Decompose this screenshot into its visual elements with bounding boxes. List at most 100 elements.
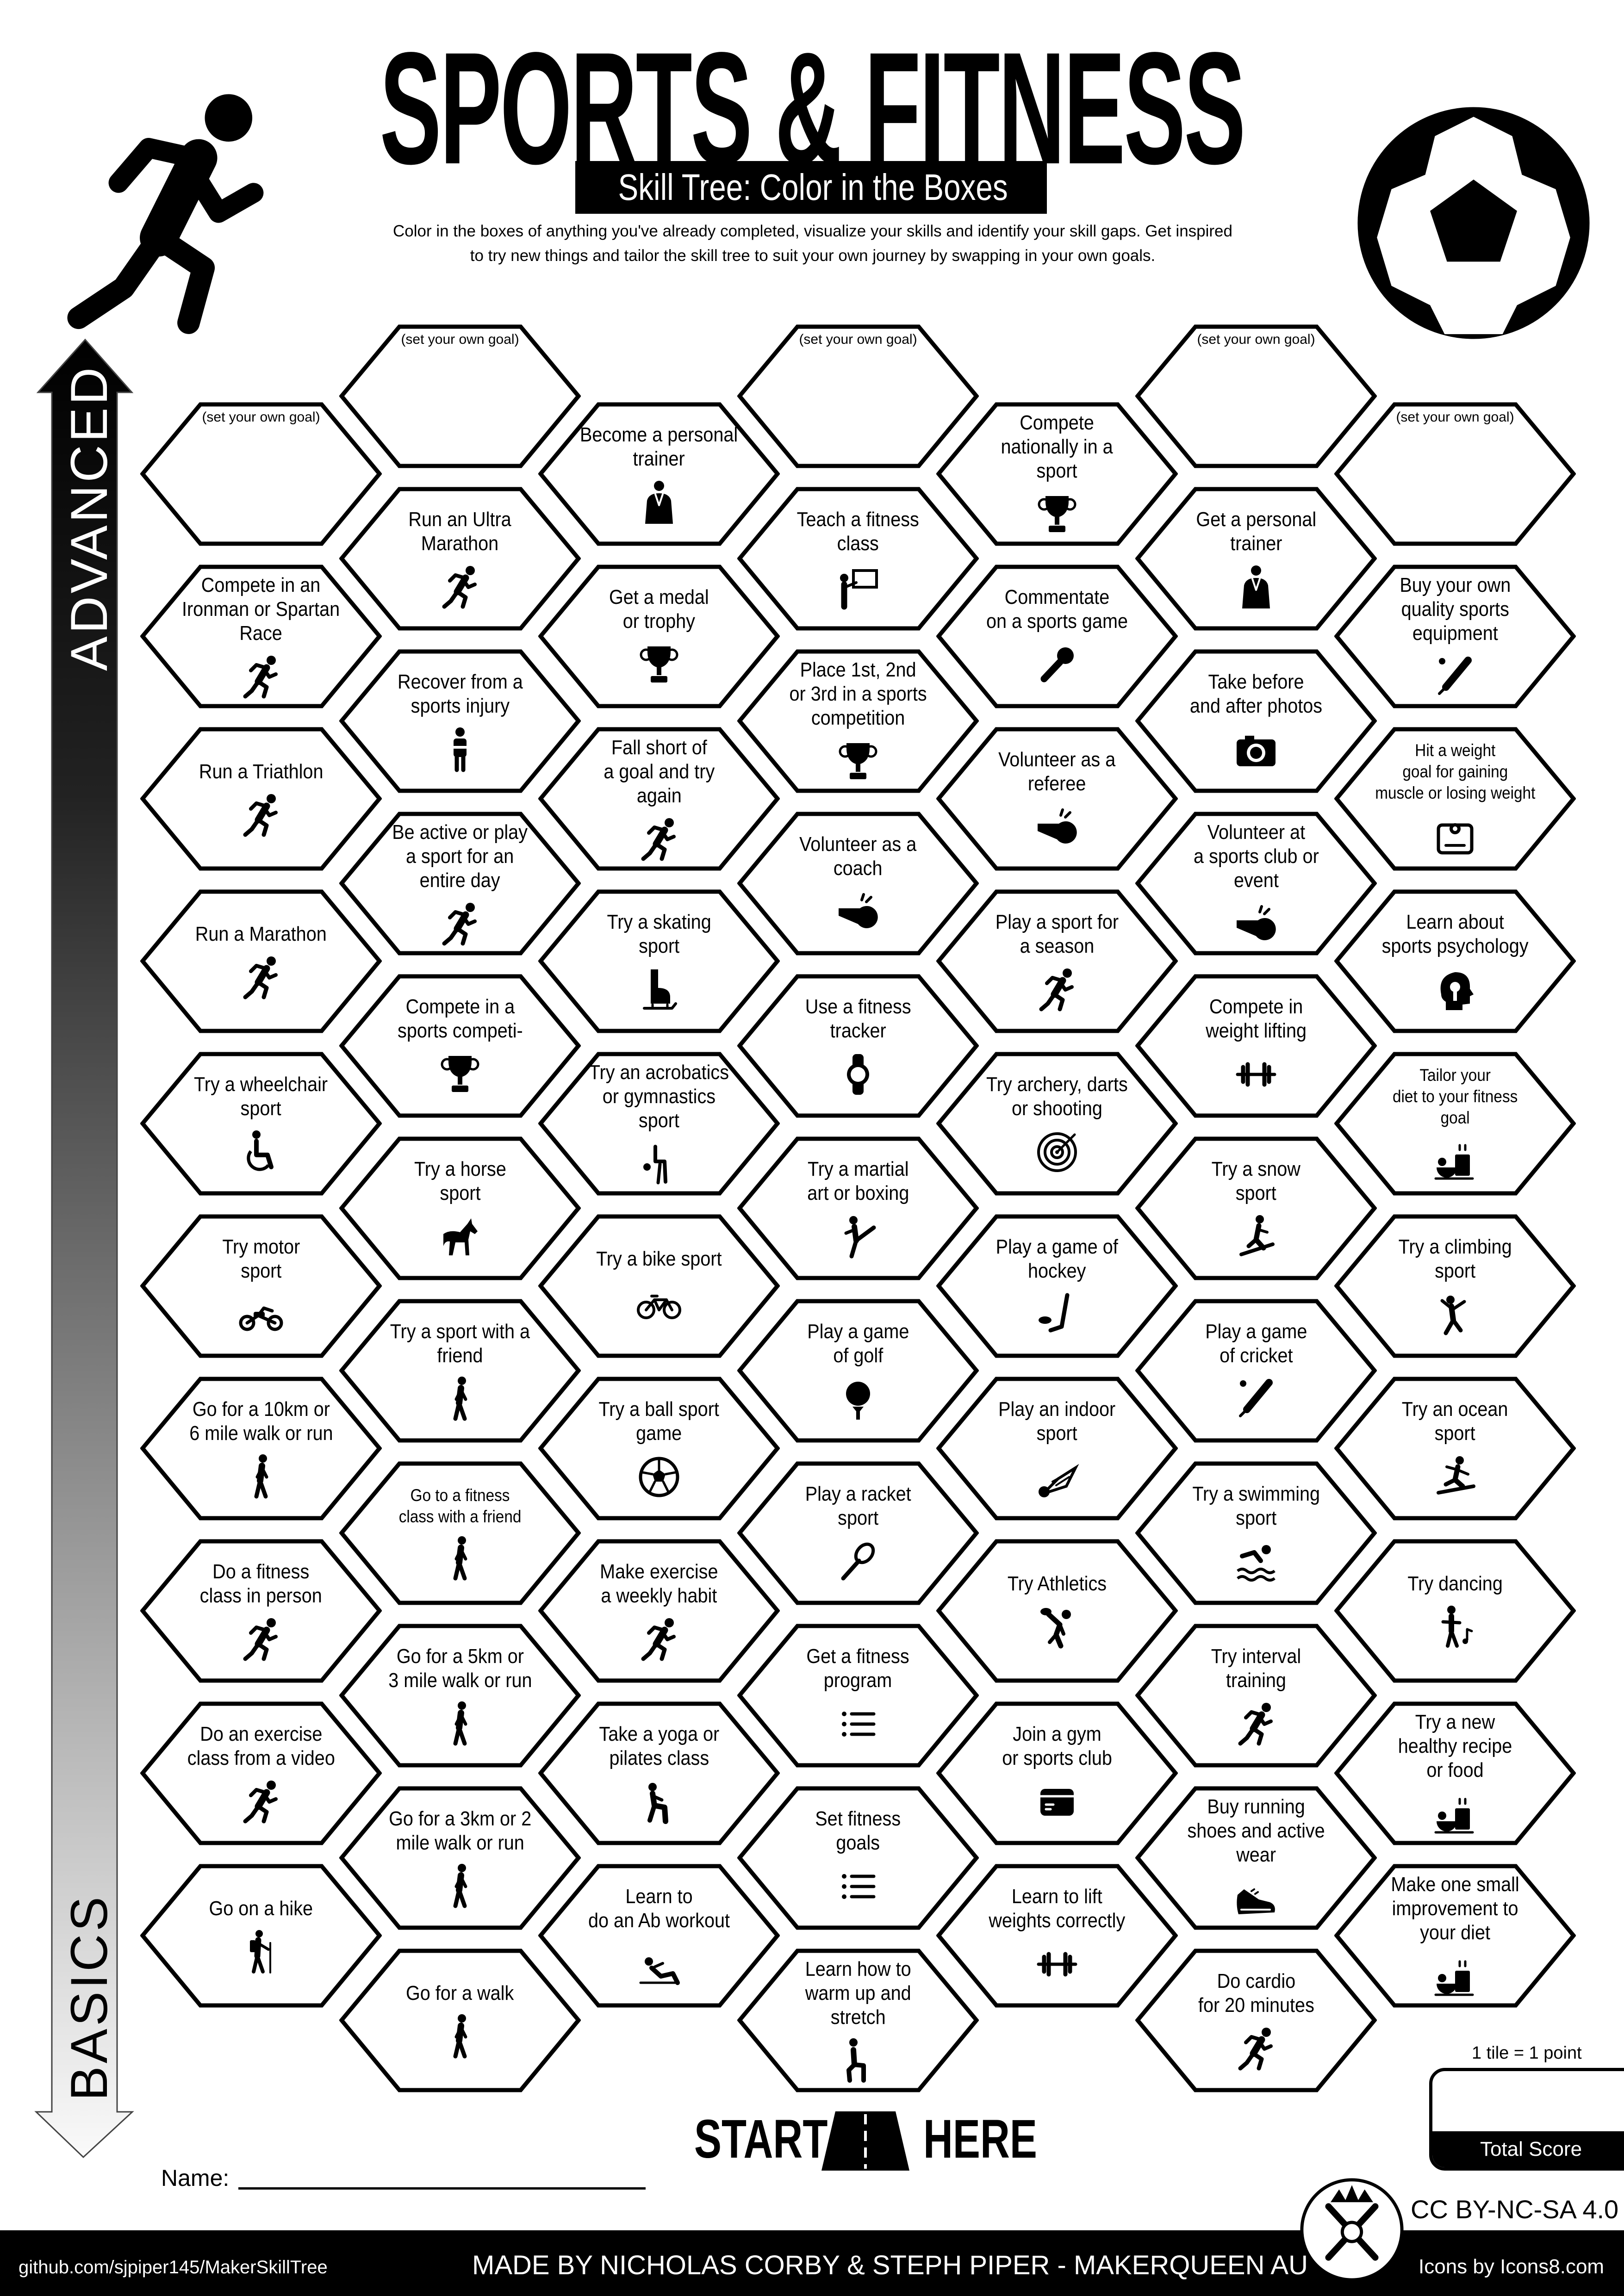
- skill-hex[interactable]: Play a sport for a season: [936, 889, 1178, 1033]
- skill-hex[interactable]: Volunteer as a coach: [737, 812, 979, 956]
- hex-content: Teach a fitness class: [737, 487, 979, 631]
- skill-hex[interactable]: Try a skating sport: [538, 889, 780, 1033]
- skill-hex[interactable]: Try an ocean sport: [1334, 1377, 1576, 1520]
- skill-hex[interactable]: Try a ball sport game: [538, 1377, 780, 1520]
- skill-hex[interactable]: Tailor your diet to your fitness goal: [1334, 1052, 1576, 1196]
- skill-label: Go for a walk: [406, 1981, 514, 2004]
- skill-hex[interactable]: Try archery, darts or shooting: [936, 1052, 1178, 1196]
- skill-label: Teach a fitness class: [796, 508, 920, 555]
- skill-hex[interactable]: Try a martial art or boxing: [737, 1136, 979, 1280]
- racket-icon: [841, 1542, 875, 1580]
- skill-hex[interactable]: Do cardio for 20 minutes: [1135, 1948, 1377, 2092]
- surfer-icon: [1437, 1456, 1475, 1495]
- hex-content: Try a horse sport: [339, 1136, 581, 1280]
- custom-goal-hex[interactable]: (set your own goal): [737, 324, 979, 468]
- custom-goal-hex[interactable]: (set your own goal): [1135, 324, 1377, 468]
- hex-content: Make exercise a weekly habit: [538, 1539, 780, 1683]
- skill-hex[interactable]: Recover from a sports injury: [339, 649, 581, 793]
- skill-hex[interactable]: Play an indoor sport: [936, 1377, 1178, 1520]
- custom-goal-hex[interactable]: (set your own goal): [339, 324, 581, 468]
- skill-hex[interactable]: Buy your own quality sports equipment: [1334, 565, 1576, 708]
- skill-hex[interactable]: Take before and after photos: [1135, 649, 1377, 793]
- skill-hex[interactable]: Learn how to warm up and stretch: [737, 1948, 979, 2092]
- skill-hex[interactable]: Compete nationally in a sport: [936, 402, 1178, 546]
- skill-hex[interactable]: Take a yoga or pilates class: [538, 1701, 780, 1845]
- skate-icon: [643, 969, 677, 1010]
- skill-hex[interactable]: Run a Triathlon: [140, 727, 382, 871]
- skill-hex[interactable]: Join a gym or sports club: [936, 1701, 1178, 1845]
- credits-text: MADE BY NICHOLAS CORBY & STEPH PIPER - M…: [472, 2250, 1308, 2280]
- github-link[interactable]: github.com/sjpiper145/MakerSkillTree: [19, 2257, 328, 2277]
- skill-hex[interactable]: Run an Ultra Marathon: [339, 487, 581, 631]
- skill-hex[interactable]: Go for a 3km or 2 mile walk or run: [339, 1786, 581, 1930]
- skill-hex[interactable]: Volunteer as a referee: [936, 727, 1178, 871]
- skill-hex[interactable]: Teach a fitness class: [737, 487, 979, 631]
- skill-hex[interactable]: Become a personal trainer: [538, 402, 780, 546]
- hex-content: Volunteer at a sports club or event: [1135, 812, 1377, 956]
- skill-hex[interactable]: Hit a weight goal for gaining muscle or …: [1334, 727, 1576, 871]
- skill-hex[interactable]: Go on a hike: [140, 1864, 382, 2008]
- skill-hex[interactable]: Try a snow sport: [1135, 1136, 1377, 1280]
- skill-hex[interactable]: Try a climbing sport: [1334, 1214, 1576, 1358]
- skill-hex[interactable]: Play a game of hockey: [936, 1214, 1178, 1358]
- skill-hex[interactable]: Learn to lift weights correctly: [936, 1864, 1178, 2008]
- skill-hex[interactable]: Compete in weight lifting: [1135, 974, 1377, 1118]
- skill-hex[interactable]: Place 1st, 2nd or 3rd in a sports compet…: [737, 649, 979, 793]
- skill-hex[interactable]: Get a medal or trophy: [538, 565, 780, 708]
- skill-hex[interactable]: Use a fitness tracker: [737, 974, 979, 1118]
- skill-hex[interactable]: Run a Marathon: [140, 889, 382, 1033]
- skill-hex[interactable]: Volunteer at a sports club or event: [1135, 812, 1377, 956]
- skill-hex[interactable]: Try Athletics: [936, 1539, 1178, 1683]
- skill-hex[interactable]: Do a fitness class in person: [140, 1539, 382, 1683]
- skill-hex[interactable]: Try a sport with a friend: [339, 1299, 581, 1443]
- skill-hex[interactable]: Try a horse sport: [339, 1136, 581, 1280]
- runner-icon: [442, 902, 477, 945]
- skill-label: Take a yoga or pilates class: [599, 1722, 719, 1769]
- skill-label: Try a new healthy recipe or food: [1398, 1710, 1512, 1781]
- hex-outline: [339, 812, 581, 956]
- hex-outline: [538, 565, 780, 708]
- custom-goal-hex[interactable]: (set your own goal): [140, 402, 382, 546]
- skill-label: Fall short of a goal and try again: [604, 736, 715, 807]
- skill-hex[interactable]: Fall short of a goal and try again: [538, 727, 780, 871]
- name-field[interactable]: [238, 2187, 646, 2190]
- hex-content: Go for a walk: [339, 1948, 581, 2092]
- skill-hex[interactable]: Play a game of cricket: [1135, 1299, 1377, 1443]
- skill-label: Volunteer as a coach: [799, 832, 917, 880]
- skill-hex[interactable]: Set fitness goals: [737, 1786, 979, 1930]
- skill-hex[interactable]: Be active or play a sport for an entire …: [339, 812, 581, 956]
- skill-hex[interactable]: Go for a 10km or 6 mile walk or run: [140, 1377, 382, 1520]
- skill-hex[interactable]: Try motor sport: [140, 1214, 382, 1358]
- camera-icon: [1237, 735, 1276, 766]
- skill-hex[interactable]: Compete in an Ironman or Spartan Race: [140, 565, 382, 708]
- skill-hex[interactable]: Play a game of golf: [737, 1299, 979, 1443]
- skill-hex[interactable]: Try dancing: [1334, 1539, 1576, 1683]
- skill-hex[interactable]: Try a wheelchair sport: [140, 1052, 382, 1196]
- skill-hex[interactable]: Get a fitness program: [737, 1624, 979, 1768]
- skill-hex[interactable]: Compete in a sports competi-: [339, 974, 581, 1118]
- injury-icon: [454, 727, 467, 772]
- total-score-box[interactable]: Total Score: [1429, 2068, 1624, 2171]
- skill-hex[interactable]: Get a personal trainer: [1135, 487, 1377, 631]
- skill-hex[interactable]: Try a bike sport: [538, 1214, 780, 1358]
- skill-hex[interactable]: Go to a fitness class with a friend: [339, 1461, 581, 1605]
- skill-hex[interactable]: Learn about sports psychology: [1334, 889, 1576, 1033]
- skill-hex[interactable]: Make one small improvement to your diet: [1334, 1864, 1576, 2008]
- skill-hex[interactable]: Learn to do an Ab workout: [538, 1864, 780, 2008]
- skill-hex[interactable]: Go for a 5km or 3 mile walk or run: [339, 1624, 581, 1768]
- skill-hex[interactable]: Commentate on a sports game: [936, 565, 1178, 708]
- skill-hex[interactable]: Buy running shoes and active wear: [1135, 1786, 1377, 1930]
- skill-hex[interactable]: Try interval training: [1135, 1624, 1377, 1768]
- basics-label: BASICS: [60, 1894, 118, 2101]
- skill-hex[interactable]: Try a swimming sport: [1135, 1461, 1377, 1605]
- custom-goal-label: (set your own goal): [799, 332, 917, 347]
- skill-hex[interactable]: Do an exercise class from a video: [140, 1701, 382, 1845]
- skill-hex[interactable]: Make exercise a weekly habit: [538, 1539, 780, 1683]
- skill-hex[interactable]: Play a racket sport: [737, 1461, 979, 1605]
- skill-label: Use a fitness tracker: [805, 995, 911, 1042]
- custom-goal-hex[interactable]: (set your own goal): [1334, 402, 1576, 546]
- skill-hex[interactable]: Try an acrobatics or gymnastics sport: [538, 1052, 780, 1196]
- hex-content: Try motor sport: [140, 1214, 382, 1358]
- skill-hex[interactable]: Try a new healthy recipe or food: [1334, 1701, 1576, 1845]
- skill-hex[interactable]: Go for a walk: [339, 1948, 581, 2092]
